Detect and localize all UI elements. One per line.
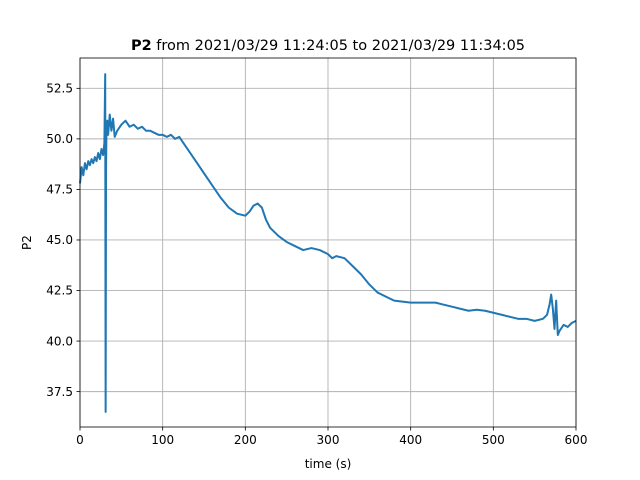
chart-title: P2 from 2021/03/29 11:24:05 to 2021/03/2…: [131, 38, 525, 54]
grid: [79, 58, 577, 427]
x-axis-label: time (s): [305, 457, 352, 471]
chart-title-bold: P2: [131, 38, 152, 54]
x-tick-label: 200: [234, 433, 257, 447]
y-tick-label: 47.5: [46, 183, 73, 197]
x-tick-label: 300: [317, 433, 340, 447]
x-tick-label: 400: [399, 433, 422, 447]
x-tick-label: 0: [76, 433, 84, 447]
x-tick-label: 100: [151, 433, 174, 447]
y-tick-label: 37.5: [46, 385, 73, 399]
y-axis-ticks: 37.5 40.0 42.5 45.0 47.5 50.0 52.5: [46, 82, 80, 399]
y-tick-label: 45.0: [46, 233, 73, 247]
y-axis-label: P2: [20, 235, 34, 250]
series-line-p2: [79, 73, 577, 413]
y-tick-label: 52.5: [46, 82, 73, 96]
y-tick-label: 40.0: [46, 334, 73, 348]
x-axis-ticks: 0 100 200 300 400 500 600: [76, 427, 587, 447]
y-tick-label: 50.0: [46, 132, 73, 146]
x-tick-label: 500: [482, 433, 505, 447]
y-tick-label: 42.5: [46, 284, 73, 298]
chart-title-rest: from 2021/03/29 11:24:05 to 2021/03/29 1…: [152, 38, 525, 54]
x-tick-label: 600: [565, 433, 588, 447]
